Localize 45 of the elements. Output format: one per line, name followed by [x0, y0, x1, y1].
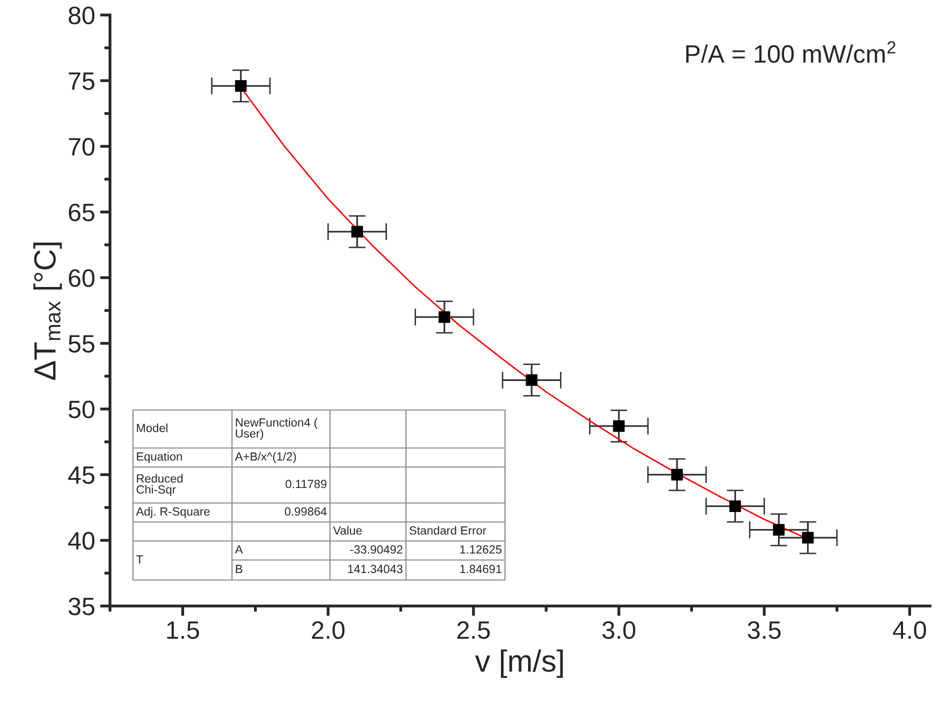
y-tick-label: 60 [68, 269, 94, 287]
annotation: 1.12625 [460, 545, 502, 554]
x-axis-title: v [m/s] [475, 649, 563, 678]
y-tick-label: 40 [68, 532, 94, 550]
annotation: Equation [136, 452, 182, 464]
annotation: T [136, 555, 143, 564]
point [351, 226, 363, 238]
annotation: A+B/x^(1/2) [235, 452, 296, 463]
x-tick-label: 4.0 [892, 621, 926, 639]
point [235, 80, 247, 92]
x-tick-label: 3.0 [602, 621, 636, 639]
x-tick-label: 2.0 [312, 621, 344, 639]
annotation: 1.84691 [460, 564, 502, 574]
y-tick-label: 80 [68, 6, 94, 24]
annotation: -33.90492 [350, 545, 402, 554]
annotation: A [235, 545, 243, 554]
annotation: Standard Error [410, 526, 486, 535]
y-tick-label: 65 [68, 204, 94, 222]
annotation: 141.34043 [348, 564, 402, 574]
y-tick-label: 70 [68, 138, 94, 156]
annotation: Reduced Chi-Sqr [136, 474, 182, 496]
y-tick-label: 55 [68, 335, 94, 353]
point [613, 420, 625, 432]
x-tick-label: 2.5 [457, 621, 490, 639]
annotation: Value [333, 526, 362, 535]
annotation: 0.99864 [284, 507, 327, 516]
y-tick-label: 45 [68, 466, 94, 484]
point [438, 311, 450, 323]
y-tick-label: 50 [68, 400, 94, 418]
y-tick-label: 35 [68, 598, 94, 616]
annotation: B [236, 564, 242, 574]
annotation: P/A = 100 mW/cm$^{2}$ [686, 41, 896, 63]
annotation: 0.11789 [286, 480, 326, 488]
point [729, 500, 741, 512]
annotation: Adj. R-Square [136, 506, 210, 518]
point [671, 468, 683, 480]
y-axis-title: ΔT$_{max}$ [°C] [33, 242, 62, 380]
annotation: NewFunction4 ( User) [236, 418, 318, 440]
point [526, 374, 538, 386]
point [802, 532, 814, 544]
x-tick-label: 1.5 [167, 622, 200, 639]
point [772, 524, 785, 536]
x-tick-label: 3.5 [748, 621, 781, 639]
annotation: Model [136, 423, 168, 432]
y-tick-label: 75 [68, 72, 94, 90]
